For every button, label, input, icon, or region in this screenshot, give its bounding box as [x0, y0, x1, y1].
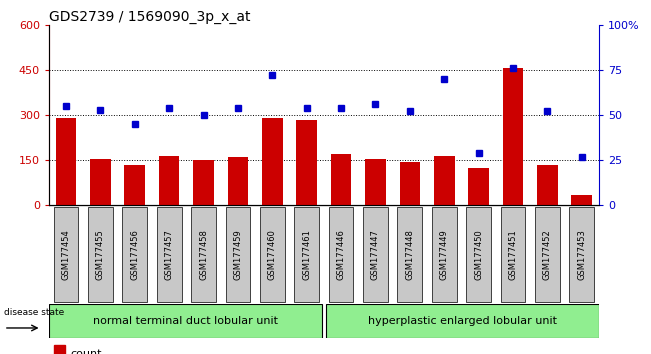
Bar	[159, 156, 180, 205]
FancyBboxPatch shape	[260, 207, 284, 302]
Bar	[537, 165, 558, 205]
FancyBboxPatch shape	[122, 207, 147, 302]
FancyBboxPatch shape	[157, 207, 182, 302]
Text: GSM177451: GSM177451	[508, 229, 518, 280]
Bar	[468, 168, 489, 205]
Text: normal terminal duct lobular unit: normal terminal duct lobular unit	[93, 316, 278, 326]
Bar	[49, 304, 322, 338]
Text: count: count	[71, 349, 102, 354]
FancyBboxPatch shape	[294, 207, 319, 302]
Text: GSM177447: GSM177447	[371, 229, 380, 280]
Text: GSM177460: GSM177460	[268, 229, 277, 280]
Bar	[56, 118, 76, 205]
Text: GDS2739 / 1569090_3p_x_at: GDS2739 / 1569090_3p_x_at	[49, 10, 251, 24]
Text: GSM177448: GSM177448	[406, 229, 414, 280]
FancyBboxPatch shape	[88, 207, 113, 302]
Bar	[124, 165, 145, 205]
Text: GSM177458: GSM177458	[199, 229, 208, 280]
Bar	[365, 159, 386, 205]
FancyBboxPatch shape	[501, 207, 525, 302]
FancyBboxPatch shape	[398, 207, 422, 302]
Bar	[54, 345, 65, 354]
Bar	[90, 159, 111, 205]
Bar	[262, 118, 283, 205]
FancyBboxPatch shape	[53, 207, 78, 302]
Text: GSM177453: GSM177453	[577, 229, 587, 280]
Text: hyperplastic enlarged lobular unit: hyperplastic enlarged lobular unit	[368, 316, 557, 326]
FancyBboxPatch shape	[432, 207, 456, 302]
Bar	[503, 68, 523, 205]
Text: GSM177449: GSM177449	[439, 229, 449, 280]
Bar	[331, 154, 352, 205]
Text: GSM177455: GSM177455	[96, 229, 105, 280]
Text: GSM177454: GSM177454	[61, 229, 70, 280]
FancyBboxPatch shape	[363, 207, 388, 302]
Bar	[572, 195, 592, 205]
FancyBboxPatch shape	[191, 207, 216, 302]
FancyBboxPatch shape	[535, 207, 560, 302]
FancyBboxPatch shape	[225, 207, 250, 302]
FancyBboxPatch shape	[570, 207, 594, 302]
Bar	[400, 162, 420, 205]
Bar	[326, 304, 599, 338]
Text: GSM177450: GSM177450	[474, 229, 483, 280]
Text: GSM177456: GSM177456	[130, 229, 139, 280]
Text: GSM177457: GSM177457	[165, 229, 174, 280]
Bar	[228, 157, 248, 205]
Bar	[296, 120, 317, 205]
Bar	[193, 160, 214, 205]
Text: GSM177459: GSM177459	[234, 229, 242, 280]
Text: disease state: disease state	[4, 308, 64, 317]
Text: GSM177452: GSM177452	[543, 229, 552, 280]
Text: GSM177461: GSM177461	[302, 229, 311, 280]
Bar	[434, 156, 454, 205]
FancyBboxPatch shape	[329, 207, 353, 302]
Text: GSM177446: GSM177446	[337, 229, 346, 280]
FancyBboxPatch shape	[466, 207, 491, 302]
